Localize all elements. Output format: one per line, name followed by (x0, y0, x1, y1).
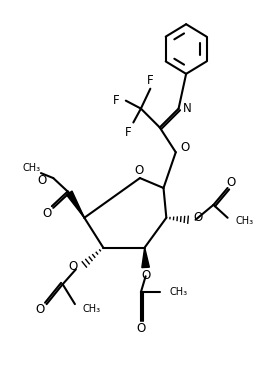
Text: O: O (141, 269, 150, 282)
Text: O: O (37, 174, 47, 186)
Text: CH₃: CH₃ (235, 216, 253, 226)
Text: N: N (183, 102, 192, 115)
Text: O: O (227, 176, 236, 189)
Text: O: O (69, 260, 78, 273)
Polygon shape (142, 247, 149, 267)
Text: F: F (125, 126, 132, 139)
Text: F: F (147, 74, 154, 87)
Text: O: O (134, 164, 144, 177)
Text: O: O (194, 211, 203, 224)
Text: CH₃: CH₃ (82, 304, 101, 314)
Text: O: O (35, 302, 45, 315)
Polygon shape (67, 191, 84, 218)
Text: CH₃: CH₃ (169, 287, 187, 297)
Text: O: O (136, 323, 145, 336)
Text: CH₃: CH₃ (23, 163, 41, 173)
Text: O: O (180, 141, 190, 154)
Text: F: F (113, 94, 119, 107)
Text: O: O (42, 207, 51, 220)
